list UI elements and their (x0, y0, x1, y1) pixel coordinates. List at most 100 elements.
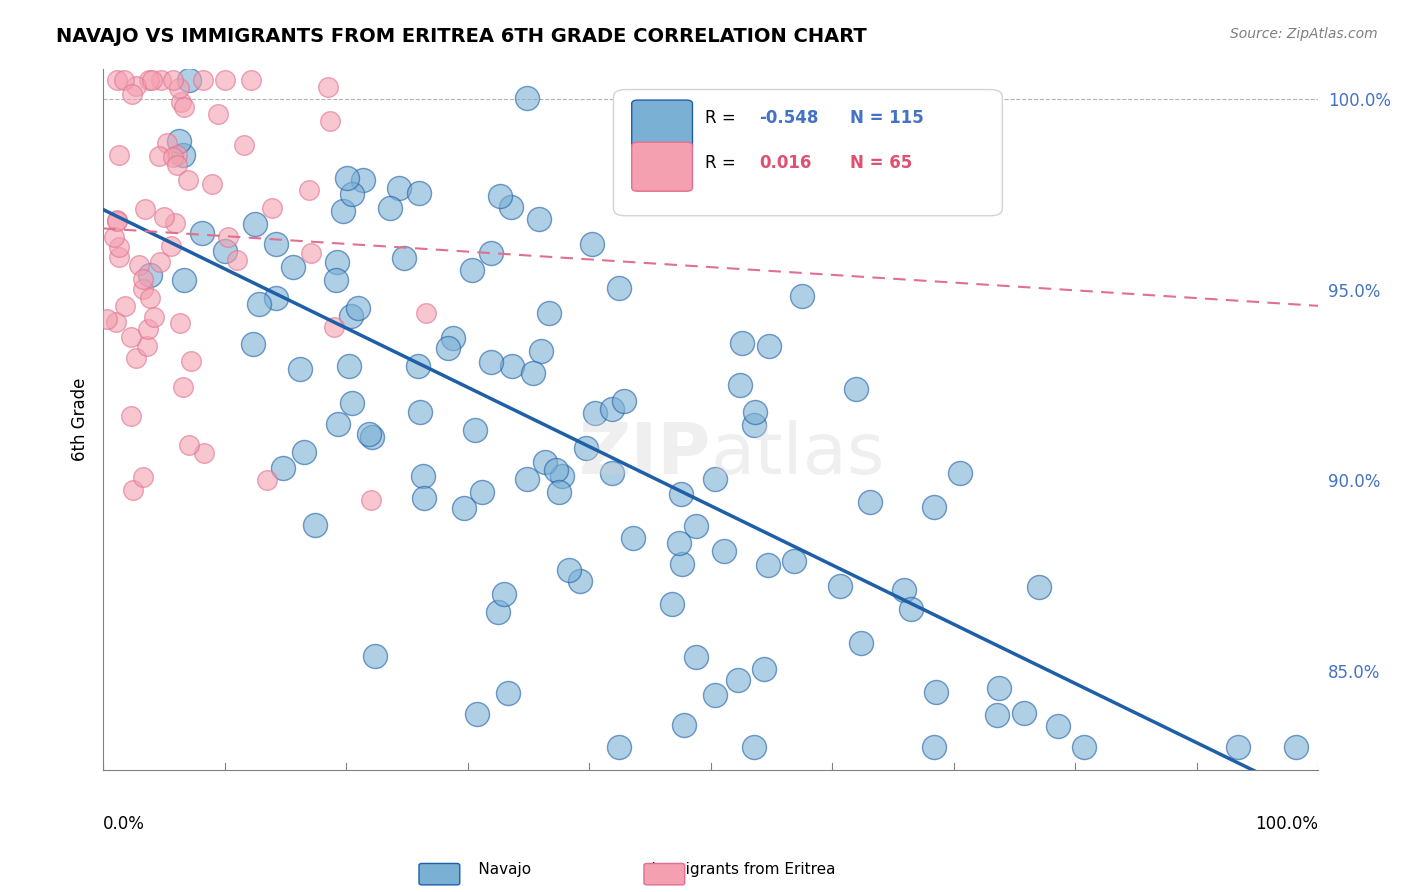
Point (704, 472, 727, 486)
Point (790, 289, 813, 303)
Point (1047, 719, 1070, 733)
Text: atlas: atlas (710, 419, 886, 489)
Point (783, 554, 806, 568)
Point (409, 405, 432, 419)
Point (548, 485, 571, 500)
Point (247, 297, 270, 311)
Point (516, 91, 538, 105)
Point (415, 306, 437, 320)
Point (600, 466, 623, 480)
Point (360, 493, 382, 508)
Point (758, 339, 780, 353)
Text: N = 115: N = 115 (851, 109, 924, 127)
Point (243, 217, 266, 231)
Text: 0.016: 0.016 (759, 154, 811, 172)
Point (105, 214, 128, 228)
Point (162, 150, 184, 164)
Point (600, 401, 623, 416)
Point (441, 331, 464, 345)
Point (359, 427, 381, 442)
Point (193, 446, 215, 460)
Point (172, 379, 194, 393)
Point (114, 299, 136, 313)
Point (728, 377, 751, 392)
Point (619, 149, 641, 163)
Point (281, 260, 304, 274)
Point (494, 587, 516, 601)
Point (340, 309, 363, 323)
Point (704, 689, 727, 703)
Point (138, 291, 160, 305)
Point (744, 417, 766, 432)
Text: 0.0%: 0.0% (103, 815, 145, 833)
Point (134, 202, 156, 217)
Text: R =: R = (704, 154, 741, 172)
Point (128, 259, 150, 273)
Point (461, 263, 484, 277)
Point (987, 681, 1010, 695)
Point (191, 226, 214, 240)
Point (569, 574, 592, 588)
Point (388, 181, 411, 195)
Text: 100.0%: 100.0% (1256, 815, 1319, 833)
Point (201, 178, 224, 192)
Point (613, 393, 636, 408)
Text: Source: ZipAtlas.com: Source: ZipAtlas.com (1230, 27, 1378, 41)
Point (754, 662, 776, 676)
FancyBboxPatch shape (631, 100, 693, 149)
Point (727, 673, 749, 687)
Point (288, 362, 311, 376)
Point (744, 405, 766, 419)
Point (207, 107, 229, 121)
Point (845, 382, 868, 396)
Point (986, 708, 1008, 723)
Point (581, 237, 603, 252)
Point (412, 469, 434, 483)
Point (160, 239, 183, 253)
Point (922, 739, 945, 754)
Point (156, 136, 179, 150)
Point (103, 229, 125, 244)
Text: R =: R = (704, 109, 741, 127)
Point (120, 329, 142, 343)
FancyBboxPatch shape (613, 89, 1002, 216)
Point (412, 491, 434, 505)
Point (352, 173, 374, 187)
Point (319, 113, 342, 128)
Point (685, 519, 707, 533)
Point (621, 531, 644, 545)
Point (177, 437, 200, 451)
Point (166, 148, 188, 162)
Point (557, 563, 579, 577)
Point (240, 73, 263, 87)
Point (166, 158, 188, 172)
Point (479, 355, 502, 369)
Point (112, 73, 135, 87)
Point (162, 73, 184, 87)
Point (522, 367, 544, 381)
Point (537, 306, 560, 320)
Point (551, 469, 574, 483)
Point (437, 341, 460, 355)
Point (893, 582, 915, 597)
Point (177, 173, 200, 187)
Point (264, 291, 287, 305)
Point (671, 558, 693, 572)
Point (214, 244, 236, 258)
Point (1226, 739, 1249, 754)
Point (105, 73, 128, 87)
Point (141, 73, 163, 87)
Point (153, 210, 176, 224)
Point (583, 406, 606, 420)
Point (1012, 706, 1035, 720)
Point (713, 543, 735, 558)
Point (453, 501, 475, 516)
Point (326, 417, 349, 432)
Point (669, 486, 692, 500)
Point (465, 706, 488, 721)
Point (489, 189, 512, 203)
Point (121, 87, 143, 101)
Text: N = 65: N = 65 (851, 154, 912, 172)
Point (96, 312, 118, 326)
Point (125, 351, 148, 365)
